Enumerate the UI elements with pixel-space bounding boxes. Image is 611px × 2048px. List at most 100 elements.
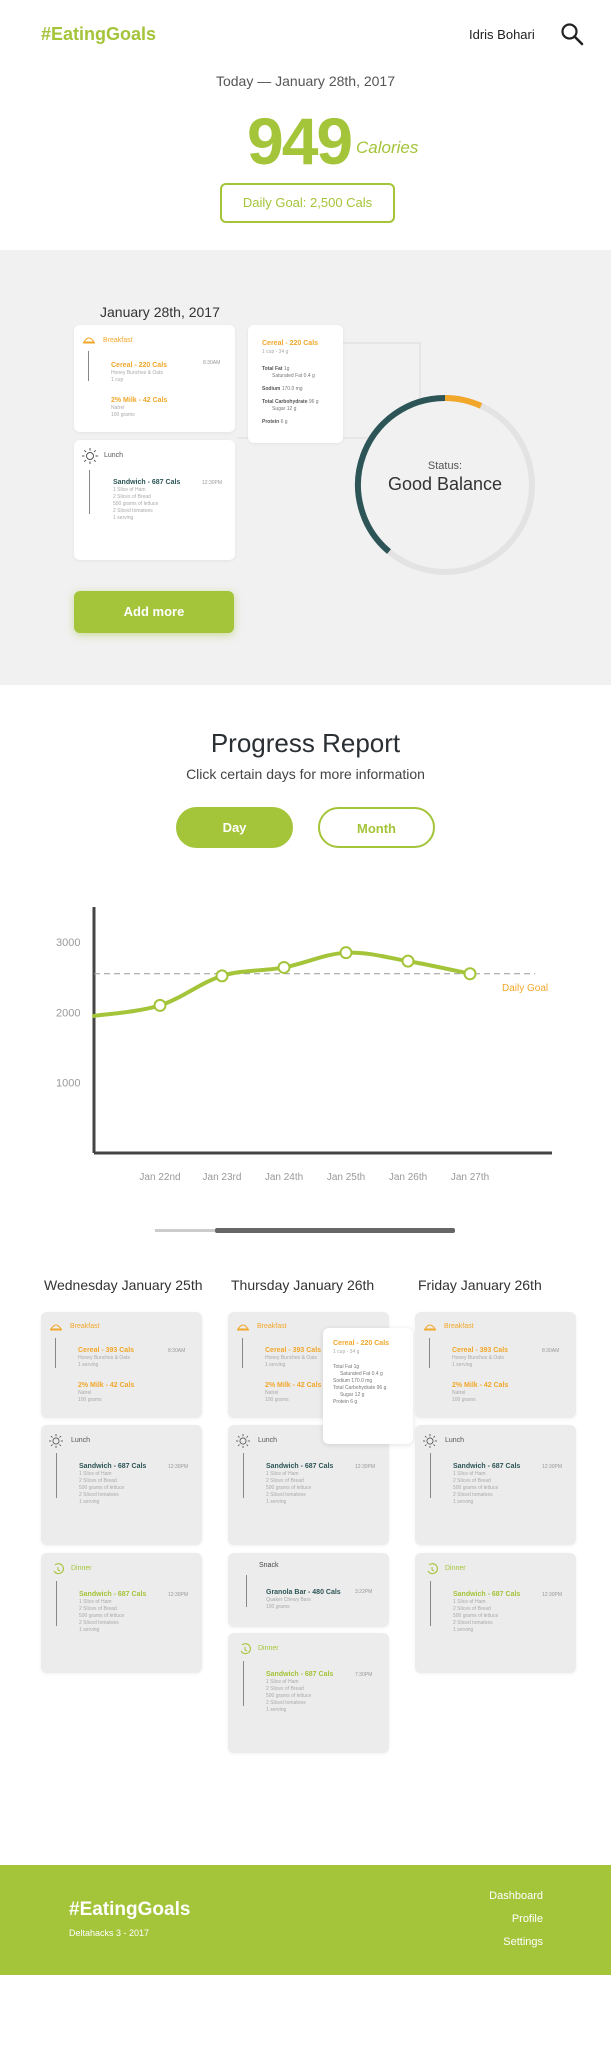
- lunch-item-title[interactable]: Sandwich - 687 Cals: [79, 1463, 147, 1470]
- dinner-item-title[interactable]: Sandwich - 687 Cals: [266, 1671, 334, 1678]
- popup-title: Cereal - 220 Cals: [333, 1340, 390, 1347]
- dinner-card[interactable]: Dinner Sandwich - 687 Cals 12:30PM 1 Slice …: [41, 1553, 202, 1673]
- tab-month[interactable]: Month: [318, 807, 435, 848]
- chart-scrollbar-thumb[interactable]: [215, 1228, 455, 1233]
- data-point: [215, 969, 229, 983]
- snack-label: Snack: [259, 1562, 279, 1569]
- breakfast-item-time: 8:30AM: [203, 360, 221, 366]
- dinner-item-time: 12:30PM: [168, 1592, 189, 1598]
- item-divider: [430, 1453, 431, 1498]
- daily-goal-button[interactable]: Daily Goal: 2,500 Cals: [220, 183, 395, 223]
- calories-value: 949: [247, 104, 353, 178]
- day-column-title[interactable]: Friday January 26th: [418, 1277, 542, 1293]
- breakfast-card[interactable]: Breakfast Cereal - 393 Cals 8:30AM Honey Bu…: [415, 1312, 576, 1418]
- item-divider: [56, 1581, 57, 1626]
- data-point: [401, 954, 415, 968]
- snack-item-detail: Quaker Chewy Bars 100 grams: [266, 1597, 311, 1610]
- y-tick-label: 3000: [56, 937, 80, 949]
- milk-item-title[interactable]: 2% Milk - 42 Cals: [78, 1382, 135, 1389]
- dinner-item-detail: 1 Slice of Ham 2 Slices of Bread 500 gra…: [453, 1599, 499, 1633]
- x-tick-label: Jan 27th: [451, 1172, 489, 1183]
- data-point: [339, 946, 353, 960]
- breakfast-item-detail: Honey Bunches & Oats 1 serving: [265, 1355, 317, 1368]
- lunch-card[interactable]: Lunch Sandwich - 687 Cals 12:30PM 1 Slice o…: [41, 1425, 202, 1545]
- sun-icon: [236, 1434, 250, 1448]
- app-logo[interactable]: #EatingGoals: [41, 24, 157, 44]
- nutrition-popup: Cereal - 220 Cals 1 cup - 34 g Total Fat 1…: [323, 1328, 413, 1444]
- item-divider: [55, 1338, 56, 1368]
- lunch-card[interactable]: Lunch Sandwich - 687 Cals 12:30PM 1 Slic…: [74, 440, 235, 560]
- snack-item-title[interactable]: Granola Bar - 480 Cals: [266, 1589, 341, 1596]
- sun-icon: [423, 1434, 437, 1448]
- item-divider: [242, 1338, 243, 1368]
- dinner-item-detail: 1 Slice of Ham 2 Slices of Bread 500 gra…: [266, 1679, 312, 1713]
- breakfast-item-title[interactable]: Cereal - 220 Cals: [111, 362, 168, 369]
- lunch-item-title[interactable]: Sandwich - 687 Cals: [266, 1463, 334, 1470]
- footer-link-dashboard[interactable]: Dashboard: [489, 1890, 543, 1902]
- dinner-label: Dinner: [71, 1565, 92, 1572]
- dinner-label: Dinner: [258, 1645, 279, 1652]
- lunch-item-time: 12:30PM: [168, 1464, 189, 1470]
- lunch-item-detail: 1 Slice of Ham 2 Slices of Bread 500 gra…: [79, 1471, 125, 1505]
- milk-item-title[interactable]: 2% Milk - 42 Cals: [111, 397, 168, 404]
- data-point: [463, 967, 477, 981]
- x-tick-label: Jan 24th: [265, 1172, 303, 1183]
- lunch-item-time: 12:30PM: [355, 1464, 376, 1470]
- dinner-label: Dinner: [445, 1565, 466, 1572]
- footer-link-profile[interactable]: Profile: [511, 1913, 543, 1925]
- dinner-item-time: 7:30PM: [355, 1672, 373, 1678]
- breakfast-item-time: 8:30AM: [542, 1348, 560, 1354]
- breakfast-icon: [237, 1324, 249, 1331]
- item-divider: [243, 1661, 244, 1706]
- milk-item-detail: Natrel 100 grams: [452, 1390, 476, 1403]
- dinner-item-title[interactable]: Sandwich - 687 Cals: [79, 1591, 147, 1598]
- dinner-icon: [427, 1563, 438, 1575]
- day-column-title[interactable]: Wednesday January 25th: [44, 1277, 203, 1293]
- footer-link-settings[interactable]: Settings: [503, 1936, 543, 1948]
- dinner-card[interactable]: Dinner Sandwich - 687 Cals 7:30PM 1 Slice o…: [228, 1633, 389, 1753]
- footer-logo[interactable]: #EatingGoals: [69, 1899, 191, 1920]
- milk-item-title[interactable]: 2% Milk - 42 Cals: [265, 1382, 322, 1389]
- breakfast-label: Breakfast: [257, 1323, 287, 1330]
- y-tick-label: 1000: [56, 1078, 80, 1090]
- add-more-button[interactable]: Add more: [74, 591, 234, 633]
- breakfast-item-title[interactable]: Cereal - 393 Cals: [452, 1347, 509, 1354]
- breakfast-label: Breakfast: [103, 337, 133, 344]
- progress-subtitle: Click certain days for more information: [186, 766, 425, 782]
- dinner-card[interactable]: Dinner Sandwich - 687 Cals 12:30PM 1 Slice …: [415, 1553, 576, 1673]
- today-panel-date: January 28th, 2017: [100, 304, 220, 320]
- lunch-item-title[interactable]: Sandwich - 687 Cals: [113, 479, 181, 486]
- lunch-item-title[interactable]: Sandwich - 687 Cals: [453, 1463, 521, 1470]
- lunch-card[interactable]: Lunch Sandwich - 687 Cals 12:30PM 1 Slice o…: [415, 1425, 576, 1545]
- search-icon[interactable]: [560, 22, 584, 46]
- item-divider: [243, 1453, 244, 1498]
- day-column-title[interactable]: Thursday January 26th: [231, 1277, 375, 1293]
- milk-item-title[interactable]: 2% Milk - 42 Cals: [452, 1382, 509, 1389]
- lunch-item-time: 12:30PM: [542, 1464, 563, 1470]
- popup-title: Cereal - 220 Cals: [262, 340, 319, 347]
- lunch-label: Lunch: [104, 452, 124, 459]
- breakfast-item-title[interactable]: Cereal - 393 Cals: [265, 1347, 322, 1354]
- lunch-card[interactable]: Lunch Sandwich - 687 Cals 12:30PM 1 Slice o…: [228, 1425, 389, 1545]
- breakfast-item-detail: Honey Bunches & Oats 1 cup: [111, 370, 163, 383]
- popup-subtitle: 1 cup - 34 g: [333, 1349, 360, 1355]
- item-divider: [430, 1581, 431, 1626]
- lunch-item-detail: 1 Slice of Ham 2 Slices of Bread 500 gra…: [453, 1471, 499, 1505]
- breakfast-item-title[interactable]: Cereal - 393 Cals: [78, 1347, 135, 1354]
- username[interactable]: Idris Bohari: [469, 27, 535, 42]
- lunch-label: Lunch: [258, 1437, 278, 1444]
- breakfast-label: Breakfast: [70, 1323, 100, 1330]
- lunch-item-detail: 1 Slice of Ham 2 Slices of Bread 500 gra…: [113, 487, 159, 521]
- dinner-item-title[interactable]: Sandwich - 687 Cals: [453, 1591, 521, 1598]
- header: #EatingGoals Idris Bohari Today — Januar…: [0, 0, 611, 250]
- breakfast-icon: [83, 337, 95, 344]
- data-point: [277, 960, 291, 974]
- status-label: Status:: [427, 460, 463, 472]
- breakfast-card[interactable]: Breakfast Cereal - 393 Cals 8:30AM Honey Bu…: [41, 1312, 202, 1418]
- x-tick-label: Jan 23rd: [203, 1172, 242, 1183]
- tab-day[interactable]: Day: [176, 807, 293, 848]
- item-divider: [429, 1338, 430, 1368]
- snack-card[interactable]: Snack Granola Bar - 480 Cals 3:22PM Quaker …: [228, 1553, 389, 1627]
- breakfast-card[interactable]: Breakfast Cereal - 220 Cals 8:30AM Honey…: [74, 325, 235, 432]
- x-tick-label: Jan 22nd: [139, 1172, 180, 1183]
